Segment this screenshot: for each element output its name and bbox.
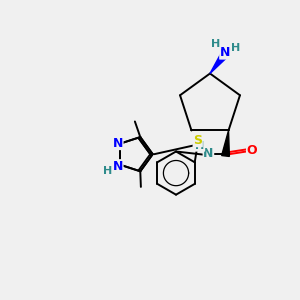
- Text: H: H: [231, 43, 240, 53]
- Text: N: N: [203, 147, 214, 160]
- Text: H: H: [103, 167, 112, 176]
- Text: H: H: [195, 141, 205, 151]
- Polygon shape: [210, 52, 228, 74]
- Polygon shape: [222, 130, 230, 156]
- Text: H: H: [212, 38, 220, 49]
- Text: N: N: [220, 46, 230, 59]
- Text: N: N: [112, 160, 123, 173]
- Text: N: N: [112, 136, 123, 149]
- Text: S: S: [193, 134, 202, 147]
- Text: O: O: [247, 144, 257, 157]
